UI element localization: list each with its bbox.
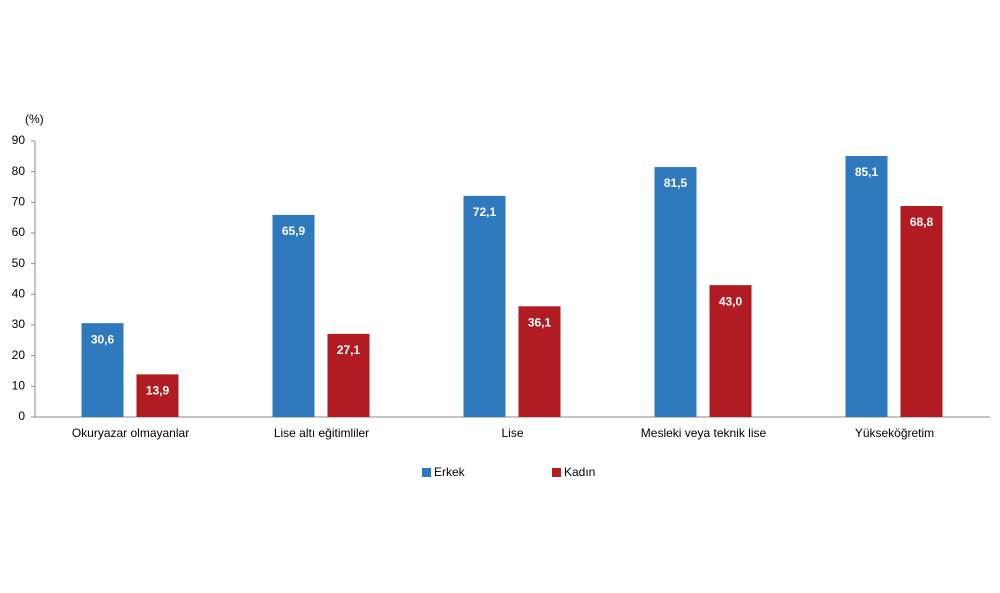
- value-label: 85,1: [855, 165, 879, 179]
- y-tick-label: 70: [12, 195, 26, 209]
- y-tick-label: 90: [12, 133, 26, 147]
- y-tick-label: 0: [18, 409, 25, 423]
- legend-label: Kadın: [564, 465, 595, 479]
- y-tick-label: 30: [12, 317, 26, 331]
- y-axis-label: (%): [25, 112, 44, 126]
- value-label: 13,9: [146, 384, 170, 398]
- value-label: 36,1: [528, 315, 552, 329]
- legend-label: Erkek: [434, 465, 466, 479]
- value-label: 68,8: [910, 215, 934, 229]
- value-label: 72,1: [473, 205, 497, 219]
- y-tick-label: 80: [12, 164, 26, 178]
- x-tick-label: Okuryazar olmayanlar: [72, 426, 189, 440]
- bar: [654, 167, 697, 417]
- y-tick-label: 40: [12, 287, 26, 301]
- x-tick-label: Lise: [501, 426, 523, 440]
- bar: [136, 374, 179, 417]
- legend-swatch: [552, 468, 561, 477]
- x-tick-label: Mesleki veya teknik lise: [641, 426, 767, 440]
- bar: [327, 333, 370, 417]
- x-tick-label: Lise altı eğitimliler: [274, 426, 369, 440]
- bar: [272, 214, 315, 417]
- bar: [900, 206, 943, 417]
- value-label: 43,0: [719, 294, 743, 308]
- y-tick-label: 10: [12, 379, 26, 393]
- bar: [463, 195, 506, 417]
- bar: [709, 285, 752, 417]
- y-tick-label: 50: [12, 256, 26, 270]
- bar: [845, 156, 888, 417]
- bar: [81, 323, 124, 417]
- value-label: 30,6: [91, 332, 115, 346]
- legend-swatch: [422, 468, 431, 477]
- y-tick-label: 60: [12, 225, 26, 239]
- value-label: 81,5: [664, 176, 688, 190]
- y-tick-label: 20: [12, 348, 26, 362]
- value-label: 27,1: [337, 343, 361, 357]
- x-tick-label: Yükseköğretim: [855, 426, 934, 440]
- value-label: 65,9: [282, 224, 306, 238]
- bar: [518, 306, 561, 417]
